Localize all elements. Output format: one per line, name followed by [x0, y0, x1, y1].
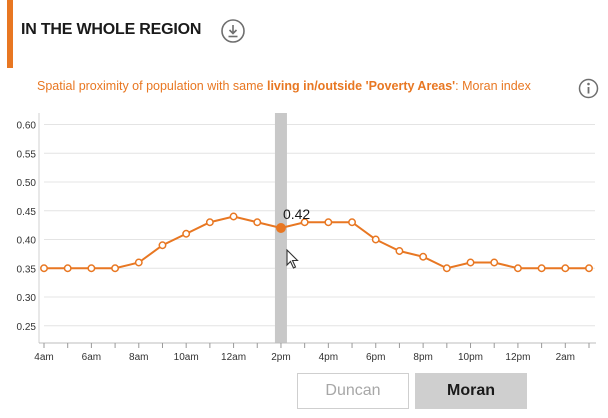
data-point[interactable] [585, 264, 593, 273]
x-tick-label: 6pm [366, 352, 385, 363]
data-point[interactable] [537, 264, 546, 273]
y-tick-label: 0.50 [17, 178, 37, 189]
data-point[interactable] [348, 218, 356, 227]
data-point[interactable] [229, 212, 238, 221]
section-header: IN THE WHOLE REGION [0, 0, 608, 68]
x-tick-label: 8am [129, 352, 148, 363]
data-point[interactable] [253, 218, 262, 227]
x-tick-label: 12am [221, 352, 246, 363]
moran-tab-button[interactable]: Moran [415, 373, 527, 409]
info-icon[interactable] [578, 78, 599, 99]
x-tick-label: 2pm [271, 352, 290, 363]
data-point[interactable] [182, 229, 191, 238]
data-point[interactable] [205, 218, 214, 227]
y-tick-label: 0.55 [17, 149, 37, 160]
x-tick-label: 8pm [413, 352, 432, 363]
x-tick-label: 2am [556, 352, 575, 363]
y-tick-label: 0.60 [17, 121, 37, 132]
data-point[interactable] [490, 258, 499, 267]
download-icon[interactable] [220, 18, 246, 44]
y-tick-label: 0.45 [17, 207, 37, 218]
moran-line-chart[interactable]: 0.25 0.30 0.35 0.40 0.45 0.50 0.55 0.60 4am 6am 8a… [0, 105, 608, 363]
chart-subtitle: Spatial proximity of population with sam… [37, 79, 531, 93]
y-tick-label: 0.35 [17, 264, 37, 275]
data-point[interactable] [158, 241, 167, 250]
data-point[interactable] [87, 264, 96, 273]
accent-bar [7, 0, 13, 68]
x-tick-label: 4pm [319, 352, 338, 363]
data-point[interactable] [134, 258, 143, 267]
y-tick-label: 0.40 [17, 236, 37, 247]
highlighted-data-point[interactable] [276, 223, 286, 233]
duncan-tab-button[interactable]: Duncan [297, 373, 409, 409]
data-point[interactable] [466, 258, 475, 267]
data-point[interactable] [442, 264, 451, 273]
y-tick-label: 0.30 [17, 293, 37, 304]
x-tick-label: 12pm [505, 352, 530, 363]
subtitle-prefix: Spatial proximity of population with sam… [37, 79, 267, 93]
data-point[interactable] [371, 235, 380, 244]
mouse-cursor-icon [286, 249, 299, 269]
series-line [44, 215, 589, 270]
subtitle-suffix: : Moran index [455, 79, 531, 93]
data-point[interactable] [63, 264, 72, 273]
x-tick-label: 4am [34, 352, 53, 363]
data-point[interactable] [111, 264, 120, 273]
data-point[interactable] [300, 218, 309, 227]
data-point[interactable] [324, 218, 333, 227]
data-point[interactable] [419, 252, 428, 261]
x-tick-label: 6am [82, 352, 101, 363]
data-point[interactable] [561, 264, 570, 273]
data-point[interactable] [395, 247, 404, 255]
x-tick-label: 10am [174, 352, 199, 363]
section-title: IN THE WHOLE REGION [21, 21, 202, 38]
data-point[interactable] [40, 264, 48, 273]
x-tick-label: 10pm [458, 352, 483, 363]
data-point[interactable] [513, 264, 522, 273]
subtitle-highlight: living in/outside 'Poverty Areas' [266, 79, 456, 93]
data-label: 0.42 [283, 206, 310, 222]
y-tick-label: 0.25 [17, 322, 37, 333]
